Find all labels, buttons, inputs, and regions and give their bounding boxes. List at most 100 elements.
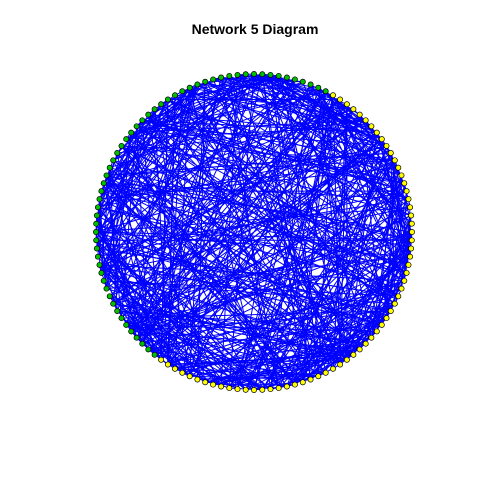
network-edge	[101, 206, 411, 274]
network-edge	[112, 73, 263, 161]
network-node	[96, 196, 103, 203]
network-node	[226, 72, 233, 79]
network-edge	[174, 303, 395, 370]
network-node	[118, 142, 125, 149]
network-edge	[113, 303, 366, 345]
network-node	[395, 293, 402, 300]
network-node	[398, 285, 405, 292]
network-edge	[95, 223, 162, 361]
network-edge	[154, 159, 396, 356]
network-node	[158, 356, 165, 363]
network-node	[139, 117, 146, 124]
network-node	[315, 373, 322, 380]
network-node	[373, 328, 380, 335]
network-node	[210, 76, 217, 83]
network-edge	[228, 75, 319, 377]
network-node	[408, 245, 415, 252]
network-edge	[106, 159, 395, 176]
network-edge	[95, 223, 222, 387]
network-node	[179, 88, 186, 95]
network-edge	[261, 167, 399, 391]
network-edge	[97, 108, 354, 208]
network-node	[251, 387, 257, 393]
network-edge	[109, 90, 326, 169]
network-node	[172, 92, 178, 99]
network-edge	[125, 138, 383, 326]
network-node	[387, 308, 394, 314]
network-node	[98, 269, 105, 276]
network-edge	[142, 215, 412, 345]
network-node	[343, 356, 350, 363]
network-node	[401, 180, 408, 187]
network-edge	[116, 310, 288, 387]
network-edge	[409, 231, 413, 257]
network-edge	[167, 99, 399, 297]
network-edge	[125, 138, 405, 282]
network-node	[407, 204, 414, 211]
network-node	[275, 72, 282, 79]
network-edge	[130, 138, 383, 332]
network-node	[186, 84, 193, 91]
network-node	[133, 123, 140, 130]
network-edge	[237, 74, 334, 369]
network-node	[307, 376, 314, 383]
network-edge	[220, 74, 238, 387]
network-node	[251, 71, 257, 77]
network-edge	[121, 145, 296, 385]
network-edge	[245, 73, 412, 249]
network-node	[322, 369, 329, 376]
network-node	[110, 157, 117, 164]
network-node	[100, 180, 107, 187]
network-edge	[346, 248, 412, 361]
network-node	[103, 172, 110, 179]
network-edge	[106, 256, 411, 290]
network-edge	[310, 84, 361, 350]
network-node	[401, 277, 408, 284]
network-node	[133, 334, 140, 341]
network-node	[93, 229, 99, 235]
network-edge	[317, 87, 409, 266]
network-node	[283, 383, 290, 390]
network-node	[93, 212, 100, 219]
network-edge	[154, 354, 319, 377]
network-edge	[141, 79, 296, 344]
network-node	[387, 150, 394, 156]
network-node	[179, 369, 186, 376]
network-node	[98, 188, 105, 195]
network-node	[368, 334, 375, 341]
network-edge	[204, 81, 399, 169]
network-node	[408, 220, 415, 227]
network-edge	[130, 145, 387, 332]
network-edge	[121, 310, 391, 319]
network-node	[164, 96, 171, 103]
network-node	[145, 111, 152, 118]
network-node	[275, 385, 282, 392]
network-edge	[96, 198, 409, 249]
network-edge	[148, 190, 407, 350]
network-node	[194, 81, 201, 88]
network-edge	[197, 84, 405, 184]
network-node	[100, 277, 107, 284]
network-edge	[97, 103, 348, 208]
network-node	[123, 321, 130, 328]
network-node	[395, 164, 402, 171]
network-edge	[97, 256, 206, 383]
network-edge	[121, 126, 138, 319]
network-edge	[167, 95, 176, 365]
network-node	[139, 340, 146, 347]
network-edge	[352, 175, 402, 355]
network-edge	[99, 120, 143, 200]
network-node	[94, 204, 101, 211]
network-edge	[106, 152, 391, 176]
network-edge	[310, 84, 413, 241]
network-node	[408, 212, 415, 219]
network-node	[242, 386, 249, 393]
network-node	[373, 129, 380, 136]
network-node	[210, 381, 217, 388]
network-node	[218, 383, 225, 390]
network-node	[322, 88, 329, 95]
network-node	[403, 188, 410, 195]
network-edge	[160, 77, 222, 360]
diagram-title: Network 5 Diagram	[191, 21, 319, 37]
